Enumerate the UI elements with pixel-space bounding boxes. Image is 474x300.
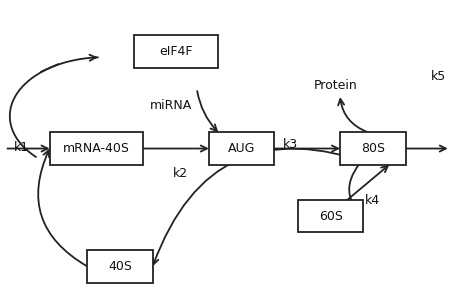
Text: 60S: 60S bbox=[319, 210, 343, 223]
Text: mRNA-40S: mRNA-40S bbox=[63, 142, 130, 155]
FancyBboxPatch shape bbox=[209, 132, 274, 165]
Text: k3: k3 bbox=[283, 138, 299, 151]
Text: 40S: 40S bbox=[108, 260, 132, 273]
Text: k5: k5 bbox=[431, 70, 446, 83]
Text: k2: k2 bbox=[173, 167, 188, 180]
FancyBboxPatch shape bbox=[340, 132, 406, 165]
FancyBboxPatch shape bbox=[298, 200, 364, 233]
FancyBboxPatch shape bbox=[87, 250, 153, 283]
Text: Protein: Protein bbox=[313, 79, 357, 92]
Text: k1: k1 bbox=[14, 141, 29, 154]
Text: miRNA: miRNA bbox=[150, 99, 192, 112]
Text: eIF4F: eIF4F bbox=[159, 45, 193, 58]
Text: AUG: AUG bbox=[228, 142, 255, 155]
FancyBboxPatch shape bbox=[50, 132, 143, 165]
Text: k4: k4 bbox=[365, 194, 381, 207]
Text: 80S: 80S bbox=[361, 142, 385, 155]
FancyBboxPatch shape bbox=[134, 35, 218, 68]
